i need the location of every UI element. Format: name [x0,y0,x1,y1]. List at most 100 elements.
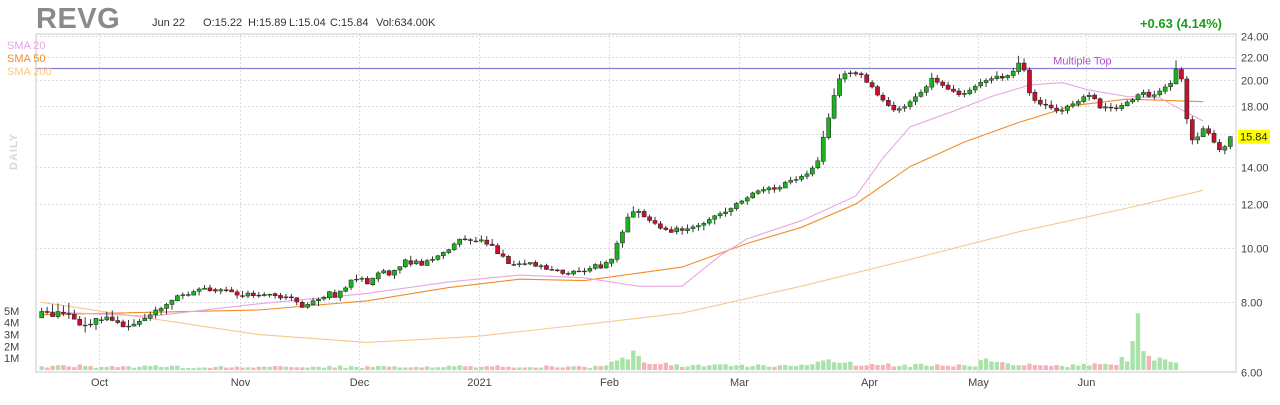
candle [1108,102,1114,112]
candle [278,293,283,301]
volume-bar [126,366,131,370]
candle-body [191,291,196,296]
volume-bar [869,363,875,370]
candle [473,236,479,243]
candle [1146,89,1152,98]
candle [39,307,45,319]
volume-bar [1038,365,1043,370]
candle [940,80,945,88]
volume-bar [761,365,766,370]
candle [153,306,158,319]
candle-body [533,262,538,267]
volume-bar [1065,367,1070,370]
volume-bar [924,365,929,370]
candle-body [1081,96,1087,102]
candle-body [565,273,571,275]
volume-bar [435,367,441,370]
candle [109,310,115,322]
candle [321,295,327,301]
candle [831,88,837,120]
candle [1059,106,1065,115]
candle [972,84,978,94]
candle [446,248,452,255]
volume-bar [674,364,679,370]
candle-body [175,295,180,302]
candle [896,105,902,113]
candle-body [305,304,310,308]
candle-body [1059,110,1065,112]
volume-bar [207,367,213,370]
candle [674,225,680,235]
y-tick-label: 8.00 [1241,298,1262,310]
last-price-label: 15.84 [1240,132,1268,144]
candle [522,259,528,266]
candle [1092,93,1097,100]
candle [1179,67,1184,82]
candle [1043,99,1049,109]
volume-bar [576,366,582,370]
candle [1135,93,1141,103]
candle [71,309,77,320]
candle [61,305,66,316]
candle [1114,104,1119,112]
candle-body [1086,94,1092,97]
volume-bar [983,358,989,370]
candle-body [858,73,864,76]
candle-body [403,259,408,268]
volume-bar [1043,365,1048,370]
candle-body [120,321,126,328]
candle [419,258,424,267]
candle-body [1157,90,1163,96]
candle [202,285,207,290]
candle [1184,76,1190,124]
volume-bar [1070,364,1076,370]
candle [880,92,886,103]
volume-bar [549,366,555,370]
volume-bar [723,364,728,370]
volume-bar [484,366,489,370]
volume-bar [810,364,815,370]
candle-body [468,239,473,241]
candle-body [240,295,245,297]
candle-body [636,210,642,213]
candle-body [359,278,365,280]
candle [1119,102,1125,112]
volume-bar [1032,364,1038,370]
volume-bar [544,365,549,370]
candle-body [761,189,766,192]
volume-bar [1108,364,1114,370]
candle-body [837,78,842,96]
candle [761,186,766,194]
candle [636,208,642,218]
candle [299,300,305,308]
candle [799,174,804,182]
candle-body [864,74,869,83]
volume-bar [1000,362,1005,370]
candle-body [142,317,148,322]
volume-bar [750,366,755,370]
volume-tick-label: 1M [4,353,19,365]
candle-body [592,264,598,269]
volume-bar [408,367,413,370]
volume-bar [804,365,810,370]
volume-bar [842,362,848,370]
volume-bar [511,367,517,370]
candle-body [185,294,191,296]
candle-body [39,311,45,319]
candle-body [739,200,745,204]
candle-body [788,180,793,183]
candle-body [251,292,256,296]
candle-body [82,324,88,327]
volume-bar [647,363,652,370]
candle-body [1065,105,1070,111]
volume-bar [625,359,631,370]
volume-bar [93,367,99,370]
candle [1195,132,1201,145]
candle [848,70,853,78]
volume-bar [945,365,951,370]
candle-body [934,77,940,83]
candle-body [229,289,234,293]
quote-low: L:15.04 [289,17,326,29]
candle [115,315,121,325]
volume-bar [717,364,723,370]
